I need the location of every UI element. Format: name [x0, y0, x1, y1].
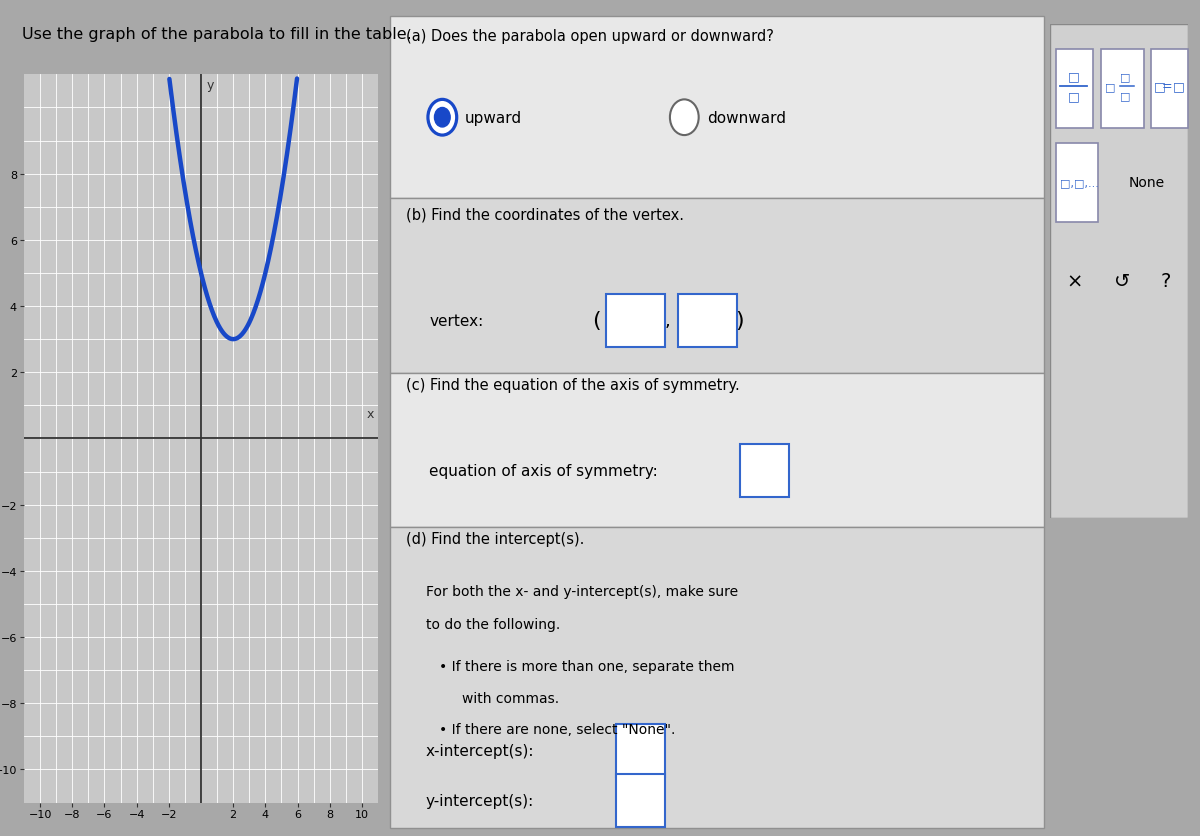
Text: to do the following.: to do the following. [426, 617, 560, 631]
Bar [390, 199, 1044, 374]
Bar [390, 528, 1044, 828]
Text: ?: ? [1160, 272, 1171, 291]
Text: upward: upward [466, 110, 522, 125]
Text: □: □ [1120, 72, 1130, 82]
Text: ,: , [665, 312, 671, 330]
Bar [606, 294, 665, 347]
Text: □: □ [1068, 70, 1080, 84]
Bar [1056, 50, 1093, 129]
Bar [616, 724, 665, 777]
Circle shape [434, 109, 450, 128]
Text: ×: × [1067, 272, 1084, 291]
Bar [1102, 50, 1144, 129]
Text: y: y [206, 79, 214, 92]
Text: x-intercept(s):: x-intercept(s): [426, 743, 534, 758]
Bar [1056, 144, 1098, 222]
Text: (: ( [592, 311, 600, 331]
Bar [740, 445, 788, 497]
Text: (c) Find the equation of the axis of symmetry.: (c) Find the equation of the axis of sym… [407, 378, 740, 393]
Text: For both the x- and y-intercept(s), make sure: For both the x- and y-intercept(s), make… [426, 584, 738, 599]
Text: ↺: ↺ [1114, 272, 1130, 291]
Text: vertex:: vertex: [430, 314, 484, 329]
Text: =: = [1162, 80, 1172, 94]
Text: □: □ [1174, 80, 1184, 94]
Bar [678, 294, 737, 347]
Text: y-intercept(s):: y-intercept(s): [426, 793, 534, 808]
Text: Use the graph of the parabola to fill in the table.: Use the graph of the parabola to fill in… [22, 27, 412, 42]
Text: (d) Find the intercept(s).: (d) Find the intercept(s). [407, 532, 584, 547]
Text: downward: downward [707, 110, 786, 125]
Text: None: None [1128, 176, 1165, 190]
Circle shape [670, 100, 698, 136]
Text: (a) Does the parabola open upward or downward?: (a) Does the parabola open upward or dow… [407, 29, 774, 43]
Text: □: □ [1105, 82, 1116, 92]
Text: equation of axis of symmetry:: equation of axis of symmetry: [430, 463, 658, 478]
Circle shape [428, 100, 457, 136]
Text: • If there are none, select "None".: • If there are none, select "None". [439, 722, 676, 737]
Bar [616, 774, 665, 828]
Text: □: □ [1153, 80, 1165, 94]
Text: ): ) [736, 311, 744, 331]
Text: with commas.: with commas. [462, 691, 559, 706]
Text: x: x [366, 408, 373, 421]
Bar [390, 17, 1044, 199]
Text: (b) Find the coordinates of the vertex.: (b) Find the coordinates of the vertex. [407, 207, 684, 222]
Text: • If there is more than one, separate them: • If there is more than one, separate th… [439, 659, 734, 673]
Text: □: □ [1120, 92, 1130, 102]
Bar [390, 374, 1044, 528]
Text: □: □ [1068, 90, 1080, 103]
Bar [1151, 50, 1188, 129]
Text: □,□,...: □,□,... [1060, 178, 1098, 188]
